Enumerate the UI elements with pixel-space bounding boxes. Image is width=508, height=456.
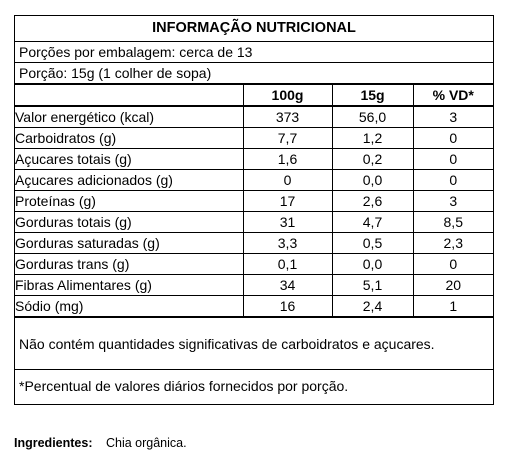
value-15g: 1,2 bbox=[332, 127, 414, 149]
nutrient-name: Sódio (mg) bbox=[15, 295, 244, 318]
nutrient-name: Gorduras trans (g) bbox=[15, 253, 244, 275]
value-daily-percent: 20 bbox=[413, 274, 493, 296]
value-daily-percent: 2,3 bbox=[413, 232, 493, 254]
nutrient-name: Fibras Alimentares (g) bbox=[15, 274, 244, 296]
table-row: Gorduras trans (g) 0,1 0,0 0 bbox=[15, 253, 493, 275]
ingredients-value: Chia orgânica. bbox=[105, 436, 187, 450]
serving-size: Porção: 15g (1 colher de sopa) bbox=[15, 63, 493, 85]
nutrient-name: Açucares totais (g) bbox=[15, 148, 244, 170]
column-header: % VD* bbox=[413, 85, 493, 107]
table-row: Açucares adicionados (g) 0 0,0 0 bbox=[15, 169, 493, 191]
table-row: Gorduras saturadas (g) 3,3 0,5 2,3 bbox=[15, 232, 493, 254]
value-100g: 0,1 bbox=[243, 253, 333, 275]
value-15g: 2,6 bbox=[332, 190, 414, 212]
value-100g: 17 bbox=[243, 190, 333, 212]
value-daily-percent: 0 bbox=[413, 148, 493, 170]
value-100g: 0 bbox=[243, 169, 333, 191]
nutrient-name: Gorduras totais (g) bbox=[15, 211, 244, 233]
table-row: Valor energético (kcal) 373 56,0 3 bbox=[15, 106, 493, 128]
value-daily-percent: 1 bbox=[413, 295, 493, 318]
nutrition-footnote: *Percentual de valores diários fornecido… bbox=[19, 378, 349, 394]
column-header: 15g bbox=[332, 85, 414, 107]
servings-per-package: Porções por embalagem: cerca de 13 bbox=[15, 42, 493, 63]
value-15g: 5,1 bbox=[332, 274, 414, 296]
value-daily-percent: 0 bbox=[413, 169, 493, 191]
nutrition-title: INFORMAÇÃO NUTRICIONAL bbox=[15, 16, 493, 42]
value-15g: 0,5 bbox=[332, 232, 414, 254]
value-100g: 31 bbox=[243, 211, 333, 233]
value-100g: 3,3 bbox=[243, 232, 333, 254]
nutrient-name: Carboidratos (g) bbox=[15, 127, 244, 149]
value-15g: 4,7 bbox=[332, 211, 414, 233]
nutrition-table: 100g 15g % VD* Valor energético (kcal) 37… bbox=[15, 85, 493, 318]
value-100g: 34 bbox=[243, 274, 333, 296]
table-row: Açucares totais (g) 1,6 0,2 0 bbox=[15, 148, 493, 170]
value-15g: 2,4 bbox=[332, 295, 414, 318]
nutrition-facts-panel: INFORMAÇÃO NUTRICIONAL Porções por embal… bbox=[14, 15, 494, 405]
nutrient-name: Proteínas (g) bbox=[15, 190, 244, 212]
column-header: 100g bbox=[243, 85, 333, 107]
table-row: Carboidratos (g) 7,7 1,2 0 bbox=[15, 127, 493, 149]
value-daily-percent: 0 bbox=[413, 253, 493, 275]
column-header bbox=[15, 85, 244, 107]
nutrient-name: Açucares adicionados (g) bbox=[15, 169, 244, 191]
table-row: Fibras Alimentares (g) 34 5,1 20 bbox=[15, 274, 493, 296]
table-row: Sódio (mg) 16 2,4 1 bbox=[15, 295, 493, 318]
nutrition-note: Não contém quantidades significativas de… bbox=[15, 318, 493, 370]
value-daily-percent: 8,5 bbox=[413, 211, 493, 233]
value-15g: 0,2 bbox=[332, 148, 414, 170]
value-100g: 373 bbox=[243, 106, 333, 128]
table-row: Gorduras totais (g) 31 4,7 8,5 bbox=[15, 211, 493, 233]
value-100g: 1,6 bbox=[243, 148, 333, 170]
value-15g: 56,0 bbox=[332, 106, 414, 128]
nutrient-name: Gorduras saturadas (g) bbox=[15, 232, 244, 254]
value-100g: 16 bbox=[243, 295, 333, 318]
table-header-row: 100g 15g % VD* bbox=[15, 85, 493, 107]
value-15g: 0,0 bbox=[332, 253, 414, 275]
nutrient-name: Valor energético (kcal) bbox=[15, 106, 244, 128]
value-daily-percent: 3 bbox=[413, 190, 493, 212]
value-100g: 7,7 bbox=[243, 127, 333, 149]
value-daily-percent: 0 bbox=[413, 127, 493, 149]
table-row: Proteínas (g) 17 2,6 3 bbox=[15, 190, 493, 212]
ingredients-line: Ingredientes: Chia orgânica. bbox=[14, 436, 187, 450]
ingredients-label: Ingredientes: bbox=[14, 436, 93, 450]
value-15g: 0,0 bbox=[332, 169, 414, 191]
value-daily-percent: 3 bbox=[413, 106, 493, 128]
